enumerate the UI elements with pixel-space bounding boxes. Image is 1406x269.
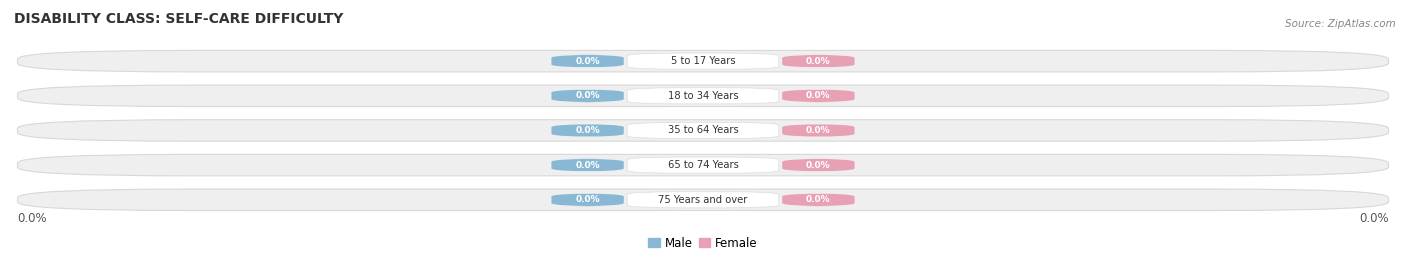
FancyBboxPatch shape xyxy=(17,120,1389,141)
Text: 0.0%: 0.0% xyxy=(575,91,600,100)
Text: 0.0%: 0.0% xyxy=(806,195,831,204)
FancyBboxPatch shape xyxy=(17,189,1389,211)
Text: 0.0%: 0.0% xyxy=(806,161,831,170)
Text: Source: ZipAtlas.com: Source: ZipAtlas.com xyxy=(1285,19,1396,29)
Text: 0.0%: 0.0% xyxy=(1358,212,1389,225)
FancyBboxPatch shape xyxy=(551,55,624,68)
FancyBboxPatch shape xyxy=(627,192,779,208)
Text: 0.0%: 0.0% xyxy=(806,57,831,66)
Text: 0.0%: 0.0% xyxy=(575,126,600,135)
Text: 0.0%: 0.0% xyxy=(575,57,600,66)
Text: 0.0%: 0.0% xyxy=(575,195,600,204)
FancyBboxPatch shape xyxy=(551,124,624,137)
FancyBboxPatch shape xyxy=(627,88,779,104)
Text: 0.0%: 0.0% xyxy=(806,91,831,100)
FancyBboxPatch shape xyxy=(782,193,855,206)
FancyBboxPatch shape xyxy=(17,50,1389,72)
Text: 0.0%: 0.0% xyxy=(575,161,600,170)
FancyBboxPatch shape xyxy=(551,89,624,102)
Text: 35 to 64 Years: 35 to 64 Years xyxy=(668,125,738,136)
Legend: Male, Female: Male, Female xyxy=(644,232,762,254)
FancyBboxPatch shape xyxy=(782,159,855,172)
FancyBboxPatch shape xyxy=(782,89,855,102)
FancyBboxPatch shape xyxy=(782,55,855,68)
FancyBboxPatch shape xyxy=(551,159,624,172)
Text: 18 to 34 Years: 18 to 34 Years xyxy=(668,91,738,101)
Text: 5 to 17 Years: 5 to 17 Years xyxy=(671,56,735,66)
Text: DISABILITY CLASS: SELF-CARE DIFFICULTY: DISABILITY CLASS: SELF-CARE DIFFICULTY xyxy=(14,12,343,26)
FancyBboxPatch shape xyxy=(17,85,1389,107)
FancyBboxPatch shape xyxy=(627,53,779,69)
Text: 75 Years and over: 75 Years and over xyxy=(658,195,748,205)
Text: 0.0%: 0.0% xyxy=(806,126,831,135)
Text: 65 to 74 Years: 65 to 74 Years xyxy=(668,160,738,170)
FancyBboxPatch shape xyxy=(627,122,779,139)
FancyBboxPatch shape xyxy=(627,157,779,173)
FancyBboxPatch shape xyxy=(551,193,624,206)
FancyBboxPatch shape xyxy=(17,154,1389,176)
FancyBboxPatch shape xyxy=(782,124,855,137)
Text: 0.0%: 0.0% xyxy=(17,212,48,225)
